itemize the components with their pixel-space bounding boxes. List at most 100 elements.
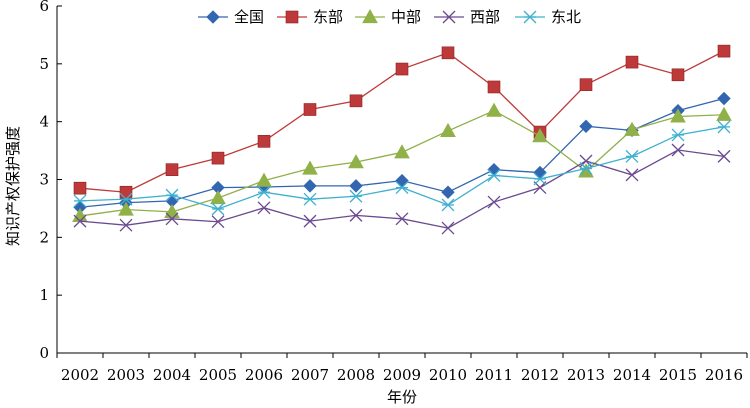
legend-marker — [442, 10, 456, 24]
x-tick-label: 2009 — [383, 366, 421, 384]
data-point — [165, 163, 179, 176]
data-point — [441, 46, 455, 60]
data-point — [211, 151, 225, 165]
data-point — [164, 203, 180, 218]
y-tick-label: 5 — [39, 55, 49, 73]
data-point — [349, 208, 363, 222]
data-point — [303, 214, 317, 228]
data-point — [73, 214, 87, 228]
series-3 — [72, 102, 732, 223]
data-point — [257, 135, 271, 148]
data-point — [395, 62, 409, 76]
x-tick-label: 2016 — [705, 366, 743, 384]
legend-marker — [206, 10, 220, 24]
data-point — [210, 189, 226, 205]
x-axis-ticks: 2002 2003 2004 2005 2006 2007 2008 2009 2010 2011… — [56, 353, 748, 384]
data-point — [394, 144, 410, 159]
data-point — [670, 108, 686, 123]
data-point — [165, 188, 179, 202]
data-point — [486, 102, 502, 117]
legend-item: 西部 — [434, 8, 500, 26]
data-point — [487, 195, 501, 209]
y-tick-label: 2 — [39, 228, 49, 246]
series-4 — [73, 143, 731, 235]
series-5 — [73, 120, 731, 216]
data-point — [73, 181, 87, 195]
legend-label: 东部 — [313, 8, 343, 26]
series-layer — [72, 44, 732, 235]
data-point — [303, 192, 317, 206]
x-tick-label: 2008 — [337, 366, 375, 384]
data-point — [717, 120, 731, 134]
data-point — [625, 55, 639, 69]
data-point — [211, 215, 225, 229]
data-point — [165, 212, 179, 226]
x-tick-label: 2012 — [521, 366, 559, 384]
x-tick-label: 2010 — [429, 366, 467, 384]
data-point — [349, 94, 363, 108]
data-point — [119, 218, 133, 232]
data-point — [256, 172, 272, 187]
x-tick-label: 2011 — [475, 366, 513, 384]
x-tick-label: 2007 — [291, 366, 329, 384]
legend: 全国 东部 中部 西部 东北 — [198, 8, 581, 26]
data-point — [303, 103, 317, 116]
legend-item: 中部 — [355, 8, 421, 26]
data-point — [119, 185, 133, 199]
legend-marker — [285, 10, 299, 24]
x-tick-label: 2006 — [245, 366, 283, 384]
data-point — [257, 185, 271, 199]
x-tick-label: 2003 — [107, 366, 145, 384]
x-axis-title: 年份 — [387, 388, 417, 406]
data-point — [717, 149, 731, 163]
legend-label: 西部 — [470, 8, 500, 26]
data-point — [211, 202, 225, 216]
data-point — [717, 44, 731, 58]
legend-marker — [523, 10, 537, 24]
data-point — [440, 122, 456, 138]
data-point — [303, 179, 317, 193]
data-point — [395, 181, 409, 195]
legend-label: 中部 — [391, 8, 421, 26]
y-tick-label: 0 — [39, 344, 49, 362]
legend-item: 东北 — [515, 8, 581, 26]
data-point — [487, 80, 501, 94]
data-point — [532, 128, 548, 143]
y-tick-label: 6 — [39, 0, 49, 15]
y-axis-ticks: 0 1 2 3 4 5 6 — [39, 0, 62, 362]
data-point — [302, 160, 318, 175]
data-point — [671, 143, 685, 157]
data-point — [441, 185, 455, 199]
legend-marker — [362, 8, 378, 24]
x-tick-label: 2013 — [567, 366, 605, 384]
x-tick-label: 2005 — [199, 366, 237, 384]
y-axis-title: 知识产权保护强度 — [4, 126, 22, 246]
data-point — [441, 221, 455, 235]
x-tick-label: 2004 — [153, 366, 191, 384]
data-point — [717, 91, 731, 106]
data-point — [625, 168, 639, 182]
y-tick-label: 1 — [39, 286, 49, 304]
data-point — [579, 119, 593, 134]
data-point — [487, 162, 501, 177]
data-point — [257, 201, 271, 215]
legend-item: 东部 — [277, 8, 343, 26]
x-tick-label: 2014 — [613, 366, 651, 384]
data-point — [395, 212, 409, 226]
data-point — [73, 194, 87, 208]
x-tick-label: 2002 — [61, 366, 99, 384]
data-point — [348, 154, 364, 169]
data-point — [119, 192, 133, 206]
data-point — [579, 162, 593, 175]
data-point — [533, 172, 547, 186]
data-point — [349, 179, 363, 193]
data-point — [624, 121, 640, 136]
data-point — [118, 201, 134, 216]
legend-item: 全国 — [198, 8, 264, 26]
data-point — [395, 173, 409, 188]
data-point — [487, 168, 501, 182]
y-tick-label: 3 — [39, 171, 49, 189]
legend-label: 东北 — [551, 8, 581, 26]
series-2 — [73, 44, 731, 199]
